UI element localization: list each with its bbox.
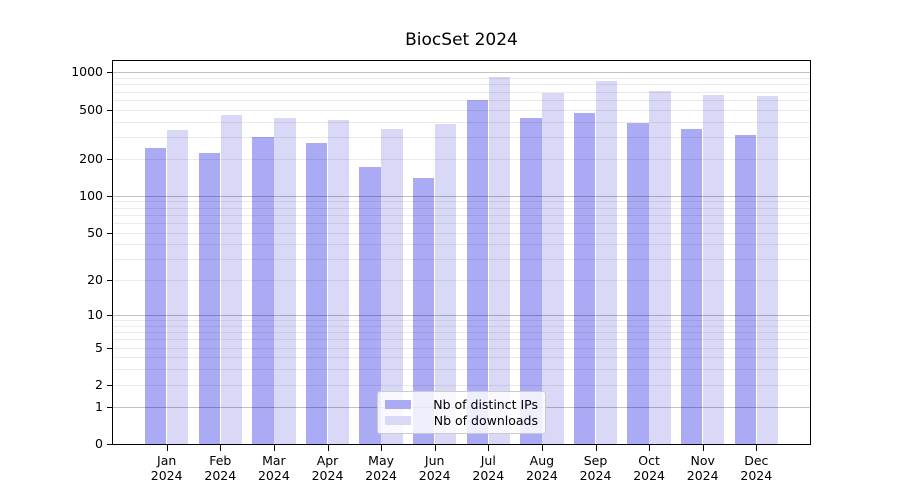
bar-downloads — [435, 123, 457, 444]
x-tick-label: Feb 2024 — [204, 453, 237, 483]
x-tick-mark — [649, 445, 651, 451]
x-tick-label: Oct 2024 — [633, 453, 665, 483]
y-tick-mark — [107, 280, 113, 282]
bar-downloads — [327, 120, 350, 444]
y-tick-label: 50 — [87, 224, 103, 240]
bar-downloads — [381, 129, 403, 444]
bar-distinct-ips — [681, 129, 703, 444]
y-tick-mark — [107, 109, 113, 111]
bar-downloads — [220, 115, 242, 444]
y-tick-label: 200 — [79, 150, 103, 166]
x-tick-label: Sep 2024 — [579, 453, 612, 483]
y-tick-mark — [107, 384, 113, 386]
x-tick-mark — [756, 445, 758, 451]
x-tick-label: Mar 2024 — [257, 453, 290, 483]
x-tick-mark — [541, 445, 543, 451]
bar-downloads — [756, 96, 778, 444]
legend-label-distinct-ips: Nb of distinct IPs — [433, 397, 538, 412]
y-tick-mark — [107, 72, 113, 74]
y-tick-label: 2 — [95, 376, 103, 392]
bar-distinct-ips — [145, 147, 167, 444]
y-tick-mark — [107, 406, 113, 408]
chart-title: BiocSet 2024 — [405, 30, 518, 50]
x-tick-label: Jul 2024 — [472, 453, 505, 483]
bar-distinct-ips — [734, 134, 756, 444]
bar-downloads — [703, 94, 725, 444]
y-tick-mark — [107, 158, 113, 160]
x-tick-mark — [702, 445, 704, 451]
bar-downloads — [542, 93, 564, 444]
bar-distinct-ips — [466, 99, 488, 444]
legend: Nb of distinct IPs Nb of downloads — [377, 391, 546, 434]
x-tick-label: Dec 2024 — [740, 453, 773, 483]
legend-item-distinct-ips: Nb of distinct IPs — [385, 397, 538, 412]
x-tick-label: Nov 2024 — [686, 453, 719, 483]
bar-distinct-ips — [198, 152, 220, 444]
x-tick-mark — [434, 445, 436, 451]
y-tick-label: 5 — [95, 339, 103, 355]
y-tick-label: 10 — [87, 307, 103, 323]
x-tick-mark — [220, 445, 222, 451]
x-tick-mark — [166, 445, 168, 451]
legend-swatch-downloads — [385, 415, 411, 426]
x-tick-mark — [273, 445, 275, 451]
bar-distinct-ips — [359, 166, 381, 444]
bar-downloads — [595, 81, 618, 444]
y-tick-label: 0 — [95, 436, 103, 451]
y-tick-mark — [107, 444, 113, 445]
bar-downloads — [649, 90, 671, 444]
x-tick-mark — [381, 445, 383, 451]
bar-distinct-ips — [520, 117, 542, 444]
bar-distinct-ips — [627, 123, 649, 444]
x-tick-label: May 2024 — [365, 453, 397, 483]
y-tick-label: 1 — [95, 398, 103, 414]
x-tick-label: Aug 2024 — [525, 453, 558, 483]
x-tick-label: Jan 2024 — [150, 453, 183, 483]
bar-distinct-ips — [305, 142, 328, 444]
x-tick-mark — [595, 445, 597, 451]
x-tick-label: Jun 2024 — [418, 453, 451, 483]
bar-downloads — [167, 129, 189, 444]
legend-item-downloads: Nb of downloads — [385, 413, 538, 428]
y-tick-mark — [107, 195, 113, 197]
y-tick-label: 1000 — [71, 64, 103, 80]
x-tick-mark — [488, 445, 490, 451]
legend-swatch-distinct-ips — [385, 399, 411, 410]
y-tick-label: 500 — [79, 101, 103, 117]
y-tick-mark — [107, 347, 113, 349]
y-tick-mark — [107, 232, 113, 234]
bar-distinct-ips — [573, 113, 596, 444]
y-tick-mark — [107, 315, 113, 317]
bar-distinct-ips — [252, 136, 274, 444]
x-tick-mark — [327, 445, 329, 451]
legend-label-downloads: Nb of downloads — [433, 413, 538, 428]
bar-downloads — [274, 117, 296, 444]
bar-downloads — [488, 76, 510, 444]
x-tick-label: Apr 2024 — [311, 453, 344, 483]
bar-distinct-ips — [413, 178, 435, 444]
y-tick-label: 20 — [87, 272, 103, 288]
y-tick-label: 100 — [79, 187, 103, 203]
